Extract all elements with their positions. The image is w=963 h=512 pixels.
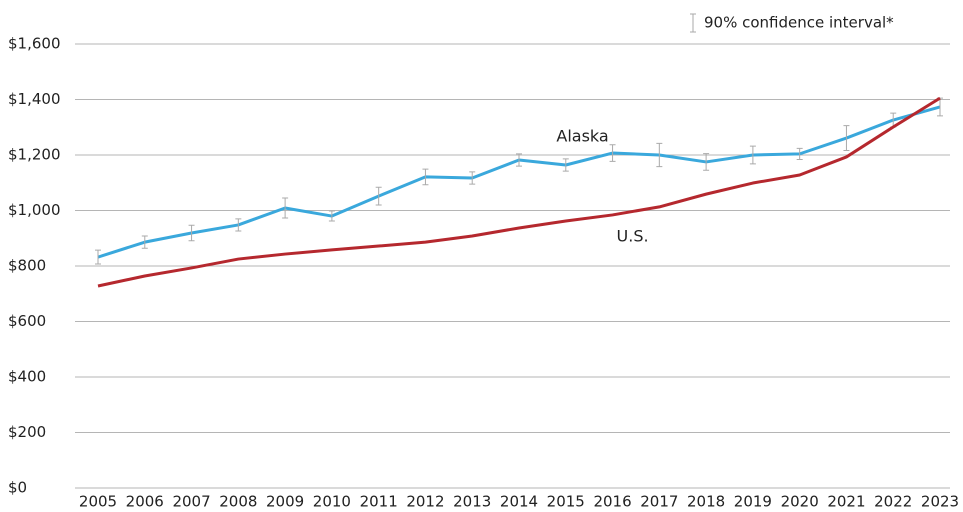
series-label: U.S. [617, 226, 649, 245]
error-bar [562, 158, 569, 172]
error-bar [375, 186, 382, 206]
x-tick-label: 2015 [547, 493, 585, 511]
error-bar [749, 145, 756, 165]
error-bar [516, 153, 522, 167]
error-bar [328, 210, 335, 222]
y-tick-label: $1,200 [8, 146, 61, 164]
error-bar [422, 168, 429, 186]
x-tick-label: 2007 [172, 493, 210, 511]
error-bar [656, 142, 663, 168]
x-tick-label: 2017 [640, 493, 678, 511]
legend-error-label: 90% confidence interval* [704, 14, 894, 32]
x-tick-label: 2010 [313, 493, 351, 511]
y-tick-label: $800 [8, 257, 46, 275]
x-tick-label: 2012 [406, 493, 444, 511]
y-tick-label: $1,400 [8, 90, 61, 108]
y-tick-label: $400 [8, 368, 46, 386]
x-tick-label: 2006 [126, 493, 164, 511]
x-tick-label: 2014 [500, 493, 538, 511]
x-tick-label: 2009 [266, 493, 304, 511]
error-bar [141, 235, 148, 249]
series-label: Alaska [556, 127, 608, 146]
y-tick-label: $1,000 [8, 201, 61, 219]
error-bar [188, 224, 195, 242]
error-bar [843, 125, 850, 152]
x-tick-label: 2005 [79, 493, 117, 511]
series-line [97, 96, 941, 288]
series-line [97, 105, 941, 259]
x-tick-label: 2023 [921, 493, 959, 511]
error-bar [282, 197, 289, 219]
error-bar [235, 218, 242, 232]
error-bar [95, 249, 101, 265]
x-tick-label: 2016 [593, 493, 631, 511]
y-tick-label: $200 [8, 423, 46, 441]
x-tick-label: 2013 [453, 493, 491, 511]
x-tick-label: 2011 [360, 493, 398, 511]
x-tick-label: 2020 [781, 493, 819, 511]
x-tick-label: 2022 [874, 493, 912, 511]
y-tick-label: $600 [8, 312, 46, 330]
x-tick-label: 2008 [219, 493, 257, 511]
error-bar [469, 171, 476, 185]
error-bar [609, 144, 616, 162]
error-bar [703, 153, 710, 171]
y-tick-label: $1,600 [8, 35, 61, 53]
error-bar [796, 147, 803, 160]
x-tick-label: 2019 [734, 493, 772, 511]
x-tick-label: 2021 [827, 493, 865, 511]
x-tick-label: 2018 [687, 493, 725, 511]
y-tick-label: $0 [8, 479, 27, 497]
